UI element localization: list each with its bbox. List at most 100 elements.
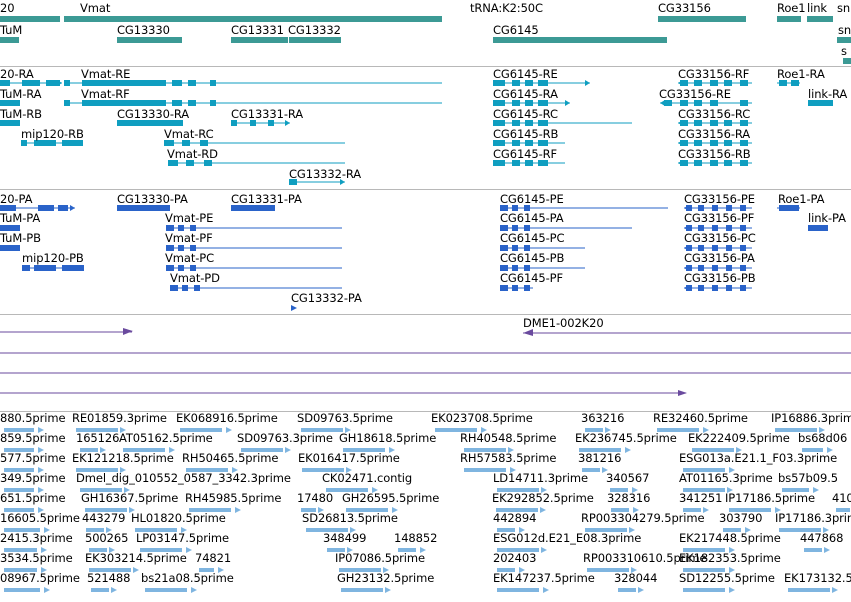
est-block[interactable]	[4, 448, 34, 452]
transcript-cg6145-rc-exon[interactable]	[525, 120, 533, 126]
est-label[interactable]: 08967.5prime	[0, 571, 80, 585]
protein-cg33156-pe-exon[interactable]	[698, 205, 704, 211]
protein-cg33156-pc-arrow[interactable]	[684, 245, 689, 251]
protein-label[interactable]: Vmat-PE	[165, 211, 214, 225]
est-block[interactable]	[301, 428, 343, 432]
transcript-vmat-rc-arrow[interactable]	[164, 140, 169, 146]
transcript-label[interactable]: CG6145-RF	[493, 147, 558, 161]
protein-vmat-pe-arrow[interactable]	[166, 225, 171, 231]
est-block[interactable]	[804, 548, 822, 552]
protein-label[interactable]: CG6145-PA	[500, 211, 564, 225]
transcript-vmat-rd-exon[interactable]	[186, 160, 194, 166]
est-block[interactable]	[4, 508, 34, 512]
gene-label-sn[interactable]: sn	[838, 23, 851, 37]
est-block[interactable]	[4, 488, 34, 492]
est-block[interactable]	[610, 488, 628, 492]
est-label[interactable]: GH18618.5prime	[339, 431, 437, 445]
gene-label-cg13330[interactable]: CG13330	[117, 23, 170, 37]
transcript-cg6145-rf-exon[interactable]	[538, 160, 548, 166]
protein-label[interactable]: CG33156-PE	[684, 192, 755, 206]
est-arrow[interactable]	[824, 547, 830, 553]
transcript-vmat-re-exon[interactable]	[82, 80, 166, 86]
transcript-20-ra-exon[interactable]	[46, 80, 60, 86]
est-block[interactable]	[86, 528, 104, 532]
transcript-cg13331-ra-exon[interactable]	[268, 120, 274, 126]
transcript-cg33156-re-exon[interactable]	[694, 100, 702, 106]
est-arrow[interactable]	[285, 447, 291, 453]
est-block[interactable]	[80, 448, 98, 452]
est-block[interactable]	[346, 508, 388, 512]
transcript-cg13331-ra-exon[interactable]	[250, 120, 256, 126]
est-label[interactable]: SD09763.5prime	[297, 411, 393, 425]
est-block[interactable]	[782, 488, 809, 492]
transcript-vmat-re-exon[interactable]	[188, 80, 196, 86]
protein-label[interactable]: Vmat-PC	[165, 251, 215, 265]
est-block[interactable]	[241, 448, 283, 452]
protein-cg33156-pe-arrow[interactable]	[684, 205, 689, 211]
transcript-roe1-ra-exon[interactable]	[779, 80, 787, 86]
protein-label[interactable]: link-PA	[808, 211, 846, 225]
est-block[interactable]	[4, 548, 37, 552]
est-block[interactable]	[683, 468, 725, 472]
est-arrow[interactable]	[510, 467, 516, 473]
est-arrow[interactable]	[218, 567, 224, 573]
est-arrow[interactable]	[226, 427, 232, 433]
transcript-label[interactable]: Vmat-RE	[81, 67, 131, 81]
protein-mip120-pb-exon[interactable]	[62, 265, 84, 271]
transcript-tum-rb-exon[interactable]	[0, 120, 20, 126]
est-block[interactable]	[683, 508, 701, 512]
gene-bar-cg33156[interactable]	[658, 16, 746, 22]
est-label[interactable]: LD14711.3prime	[493, 471, 588, 485]
transcript-cg6145-ra-exon[interactable]	[493, 100, 505, 106]
protein-cg33156-pe-exon[interactable]	[712, 205, 718, 211]
transcript-vmat-rc-exon[interactable]	[182, 140, 190, 146]
transcript-cg33156-re-exon[interactable]	[740, 100, 748, 106]
est-arrow[interactable]	[120, 427, 126, 433]
transcript-label[interactable]: mip120-RB	[21, 127, 84, 141]
est-label[interactable]: RP003310610.5prime	[583, 551, 707, 565]
transcript-cg33156-rb-exon[interactable]	[710, 160, 718, 166]
est-arrow[interactable]	[38, 427, 44, 433]
transcript-vmat-rf-arrow[interactable]	[64, 100, 69, 106]
est-arrow[interactable]	[235, 507, 241, 513]
gene-label-tum[interactable]: TuM	[0, 23, 23, 37]
transcript-cg6145-rb-exon[interactable]	[493, 140, 505, 146]
est-label[interactable]: ESG012d.E21_E08.3prime	[493, 531, 642, 545]
transcript-label[interactable]: CG33156-RA	[678, 127, 751, 141]
transcript-label[interactable]: CG6145-RC	[493, 107, 558, 121]
transcript-cg33156-ra-exon[interactable]	[740, 140, 748, 146]
gene-label-vmat[interactable]: Vmat	[80, 1, 111, 15]
est-arrow[interactable]	[38, 507, 44, 513]
est-block[interactable]	[306, 528, 348, 532]
est-block[interactable]	[497, 568, 515, 572]
protein-cg33156-pc-exon[interactable]	[712, 245, 718, 251]
est-block[interactable]	[145, 588, 187, 592]
protein-vmat-pc-exon[interactable]	[178, 265, 184, 271]
est-label[interactable]: 328044	[614, 571, 658, 585]
protein-cg6145-pb-exon[interactable]	[524, 265, 530, 271]
est-label[interactable]: EK292852.5prime	[492, 491, 594, 505]
protein-cg6145-pc-exon[interactable]	[524, 245, 530, 251]
protein-cg33156-pb-exon[interactable]	[726, 285, 732, 291]
est-arrow[interactable]	[519, 567, 525, 573]
est-label[interactable]: RH57583.5prime	[460, 451, 557, 465]
est-block[interactable]	[341, 588, 383, 592]
protein-vmat-pf-exon[interactable]	[178, 245, 184, 251]
est-arrow[interactable]	[629, 527, 635, 533]
est-block[interactable]	[398, 548, 416, 552]
est-arrow[interactable]	[832, 587, 838, 593]
est-label[interactable]: EK016417.5prime	[298, 451, 400, 465]
est-label[interactable]: 202403	[493, 551, 537, 565]
est-block[interactable]	[180, 428, 222, 432]
protein-label[interactable]: mip120-PB	[22, 251, 84, 265]
est-label[interactable]: RE01859.3prime	[72, 411, 167, 425]
protein-mip120-pb-exon[interactable]	[34, 265, 56, 271]
transcript-label[interactable]: CG13331-RA	[231, 107, 304, 121]
est-arrow[interactable]	[729, 467, 735, 473]
transcript-tum-ra-exon[interactable]	[0, 100, 20, 106]
protein-cg33156-pc-exon[interactable]	[740, 245, 746, 251]
est-label[interactable]: SD09763.3prime	[237, 431, 333, 445]
est-block[interactable]	[123, 448, 165, 452]
transcript-vmat-re-exon[interactable]	[210, 80, 216, 86]
protein-cg33156-pa-exon[interactable]	[712, 265, 718, 271]
